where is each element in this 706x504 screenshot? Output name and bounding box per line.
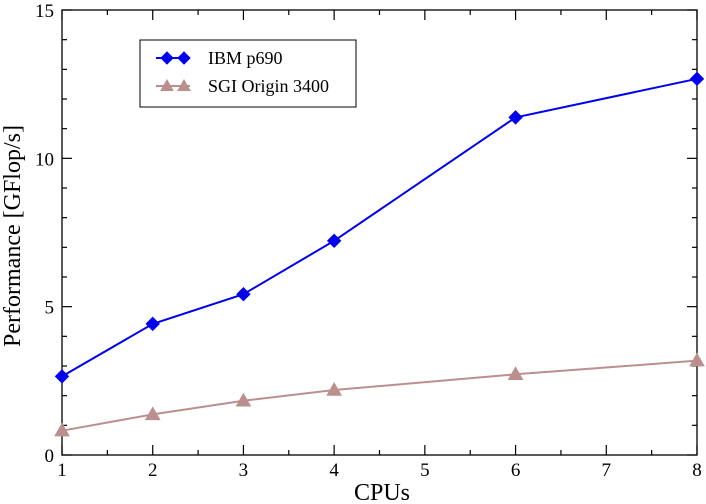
x-axis-title: CPUs [354,480,410,504]
series-line-ibm [61,77,698,378]
legend-label-ibm: IBM p690 [208,48,283,68]
x-tick-label: 2 [148,460,158,481]
legend-entry-sgi: SGI Origin 3400 [156,76,329,96]
legend-label-sgi: SGI Origin 3400 [208,76,329,96]
data-point-sgi [54,422,70,437]
data-point-ibm [54,369,70,384]
y-tick-label: 10 [35,149,54,170]
x-tick-label: 1 [57,460,67,481]
data-point-ibm [508,110,523,125]
y-tick-label: 15 [35,1,54,22]
legend-marker-ibm [177,51,191,65]
x-tick-label: 6 [511,460,521,481]
series-line-sgi [61,359,698,432]
legend-box [139,39,357,108]
series-layer [54,71,705,437]
y-tick-label: 0 [45,446,55,467]
data-point-sgi [326,382,343,396]
x-tick-label: 7 [602,460,612,481]
data-point-ibm [236,286,251,302]
legend: IBM p690 SGI Origin 3400 [139,39,357,108]
data-point-sgi [235,392,252,407]
y-tick-label: 5 [45,298,55,319]
x-tick-label: 3 [239,460,249,481]
data-point-sgi [689,352,705,367]
data-point-sgi [144,406,161,421]
legend-marker-ibm [160,51,174,65]
data-point-ibm [689,71,705,87]
plot-frame [61,9,698,456]
x-tick-label: 8 [692,460,702,481]
data-point-sgi [507,366,524,381]
y-axis-title: Performance [GFlop/s] [0,125,26,347]
legend-marker-sgi [160,78,174,91]
legend-entry-ibm: IBM p690 [156,48,283,68]
data-point-ibm [145,316,160,332]
legend-marker-sgi [177,78,191,91]
tick-labels: 1 2 3 4 5 6 7 8 0 5 10 15 [35,1,702,481]
x-tick-label: 5 [420,460,430,481]
data-point-ibm [326,233,342,249]
x-tick-label: 4 [329,460,339,481]
